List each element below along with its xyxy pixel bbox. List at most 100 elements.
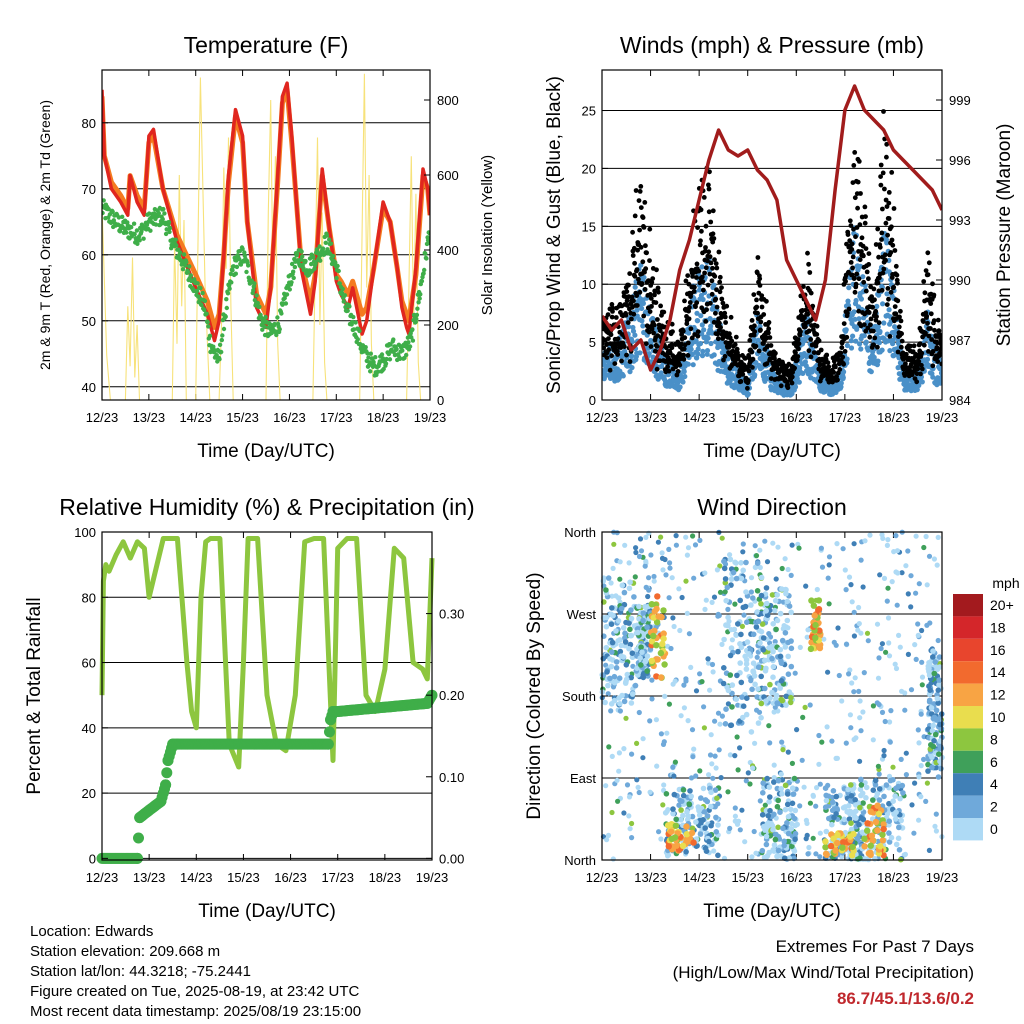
dewpoint-point <box>291 269 296 274</box>
gust-point <box>607 367 613 373</box>
dewpoint-point <box>415 306 420 311</box>
direction-point <box>708 732 714 738</box>
wind-point <box>699 322 705 328</box>
wind-point <box>848 338 854 344</box>
gust-point <box>835 377 840 383</box>
gust-point <box>624 298 630 304</box>
series-line-t2m <box>102 81 430 343</box>
gust-point <box>710 208 716 214</box>
direction-point <box>848 820 854 826</box>
dewpoint-point <box>254 293 259 298</box>
direction-point <box>829 799 836 805</box>
direction-point <box>664 730 670 736</box>
direction-point <box>771 775 777 781</box>
gust-point <box>652 292 657 298</box>
direction-point <box>884 542 891 549</box>
direction-point <box>634 740 640 747</box>
direction-point <box>622 542 628 548</box>
direction-point <box>846 574 853 580</box>
dewpoint-point <box>116 215 122 220</box>
precip-point <box>161 767 173 779</box>
direction-point <box>860 709 866 715</box>
gust-point <box>855 179 861 185</box>
direction-point <box>628 607 634 613</box>
gust-point <box>766 326 772 332</box>
direction-point <box>819 739 825 745</box>
direction-point <box>697 537 703 544</box>
gust-point <box>826 364 832 370</box>
direction-point <box>632 682 639 689</box>
gust-point <box>666 368 672 374</box>
direction-point <box>893 841 900 848</box>
gust-point <box>859 235 865 241</box>
gust-point <box>873 308 879 314</box>
direction-point <box>708 822 714 829</box>
direction-point <box>727 672 734 678</box>
direction-point <box>721 636 727 643</box>
direction-point <box>685 718 691 724</box>
direction-point <box>662 693 668 699</box>
direction-point <box>918 763 924 769</box>
gust-point <box>796 341 802 347</box>
direction-point <box>720 680 727 687</box>
direction-point <box>760 823 767 830</box>
direction-point <box>913 656 919 663</box>
dewpoint-point <box>173 237 178 242</box>
direction-point <box>758 574 765 581</box>
direction-point <box>715 822 721 828</box>
y-tick-label: 20 <box>82 786 96 801</box>
direction-point <box>626 646 632 652</box>
gust-point <box>858 191 863 196</box>
dewpoint-point <box>207 333 213 338</box>
gust-point <box>863 214 868 220</box>
gust-point <box>702 270 707 276</box>
wind-point <box>890 337 896 343</box>
wind-point <box>708 340 714 347</box>
gust-point <box>926 260 932 266</box>
direction-point <box>605 691 611 697</box>
chart-title: Winds (mph) & Pressure (mb) <box>620 32 924 58</box>
gust-point <box>923 268 929 273</box>
wind-point <box>886 307 892 313</box>
gust-point <box>830 379 835 385</box>
gust-point <box>750 356 756 362</box>
gust-point <box>638 205 644 211</box>
wind-point <box>876 335 882 341</box>
gust-point <box>785 385 791 391</box>
y-tick-label: 20 <box>582 161 596 176</box>
dewpoint-point <box>424 256 429 261</box>
direction-point <box>765 821 772 827</box>
direction-point <box>606 744 612 750</box>
direction-point <box>708 789 714 796</box>
y2-tick-label: 999 <box>949 93 971 108</box>
gust-point <box>879 237 884 242</box>
dewpoint-point <box>328 241 334 246</box>
direction-point <box>825 575 831 581</box>
direction-point <box>617 701 623 707</box>
gust-point <box>713 296 719 302</box>
direction-point <box>735 621 741 627</box>
direction-point <box>851 541 857 547</box>
direction-point <box>764 775 770 782</box>
gust-point <box>624 352 629 358</box>
direction-point <box>757 547 763 553</box>
wind-point <box>850 333 856 339</box>
gust-point <box>753 343 759 349</box>
wind-point <box>844 356 850 362</box>
gust-point <box>717 274 723 280</box>
direction-point <box>628 615 635 622</box>
direction-point <box>899 570 905 576</box>
direction-point <box>615 595 622 601</box>
direction-point <box>750 765 756 771</box>
direction-point <box>898 817 904 824</box>
direction-point <box>845 786 851 793</box>
direction-point <box>864 630 871 636</box>
dewpoint-point <box>368 369 373 374</box>
direction-point <box>627 579 633 585</box>
direction-point <box>769 689 775 696</box>
wind-point <box>856 316 862 322</box>
gust-point <box>888 250 894 255</box>
direction-point <box>774 617 781 624</box>
direction-point <box>895 835 902 842</box>
y-tick-label: 80 <box>82 590 96 605</box>
